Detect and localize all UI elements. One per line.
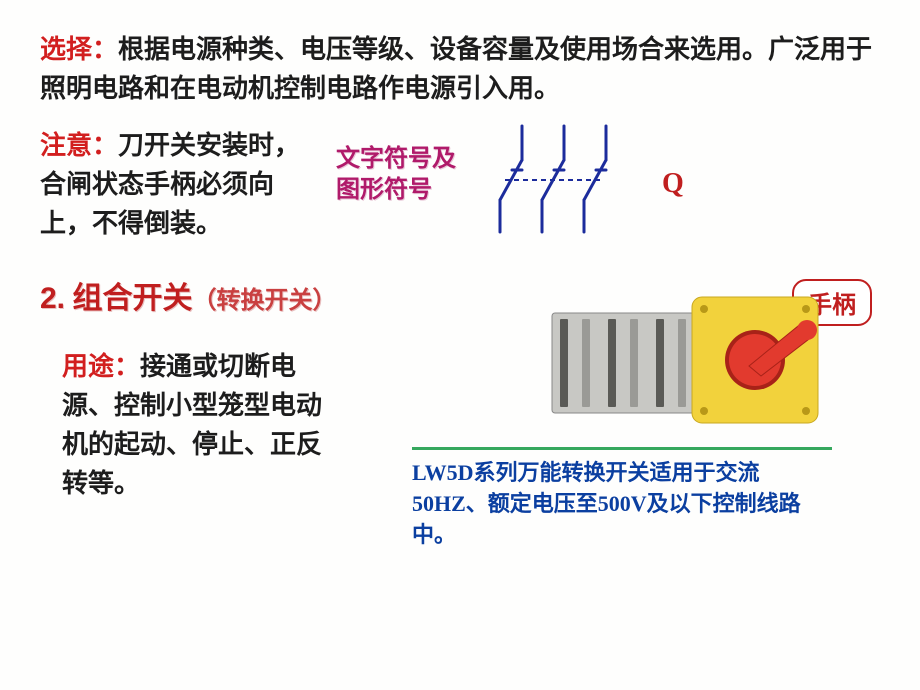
symbol-label: 文字符号及 图形符号 xyxy=(336,144,476,206)
switch-symbol-diagram: Q xyxy=(492,120,712,240)
caution-lead: 注意： xyxy=(40,131,118,160)
symbol-label-line2: 图形符号 xyxy=(336,175,476,206)
caution-paragraph: 注意：刀开关安装时，合闸状态手柄必须向上，不得倒装。 xyxy=(40,126,320,243)
selection-paragraph: 选择：根据电源种类、电压等级、设备容量及使用场合来选用。广泛用于照明电路和在电动… xyxy=(40,30,880,108)
usage-row: 用途：接通或切断电源、控制小型笼型电动机的起动、停止、正反转等。 手柄 LW5D… xyxy=(40,347,880,550)
selection-body: 根据电源种类、电压等级、设备容量及使用场合来选用。广泛用于照明电路和在电动机控制… xyxy=(40,35,872,103)
usage-lead: 用途： xyxy=(62,352,140,381)
q-designator: Q xyxy=(662,168,684,200)
heading-main: 组合开关 xyxy=(65,282,193,315)
right-column: 手柄 LW5D系列万能转换开关适用于交流50HZ、额定电压至500V及以下控制线… xyxy=(372,347,880,550)
rotary-switch-photo xyxy=(542,277,842,437)
usage-paragraph: 用途：接通或切断电源、控制小型笼型电动机的起动、停止、正反转等。 xyxy=(62,347,342,503)
product-description: LW5D系列万能转换开关适用于交流50HZ、额定电压至500V及以下控制线路中。 xyxy=(412,447,832,550)
heading-number: 2. xyxy=(40,282,65,315)
rotary-switch-icon xyxy=(542,277,842,437)
caution-row: 注意：刀开关安装时，合闸状态手柄必须向上，不得倒装。 文字符号及 图形符号 Q xyxy=(40,126,880,243)
heading-sub: （转换开关） xyxy=(193,288,337,314)
symbol-label-line1: 文字符号及 xyxy=(336,144,476,175)
selection-lead: 选择： xyxy=(40,35,118,64)
